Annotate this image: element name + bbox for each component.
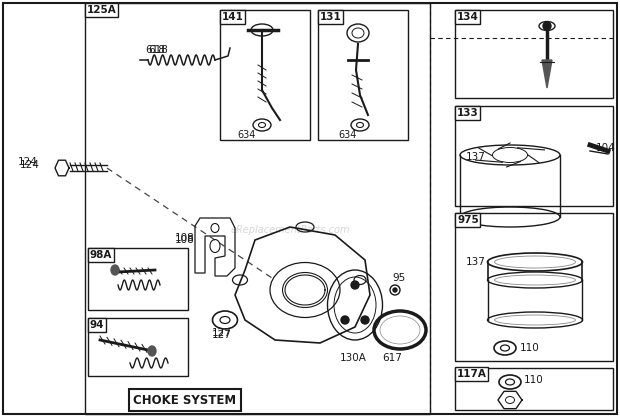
Text: 108: 108 [175, 235, 195, 245]
Text: 108: 108 [175, 233, 195, 243]
Text: 124: 124 [18, 157, 38, 167]
Text: 137: 137 [466, 152, 486, 162]
Circle shape [351, 281, 359, 289]
Text: eReplacementParts.com: eReplacementParts.com [230, 225, 350, 235]
Text: 131: 131 [320, 12, 342, 22]
Text: 117A: 117A [457, 369, 487, 379]
Text: 618: 618 [148, 45, 168, 55]
Circle shape [393, 288, 397, 292]
Text: 141: 141 [222, 12, 244, 22]
Bar [455, 10, 613, 98]
Circle shape [341, 316, 349, 324]
Text: 134: 134 [457, 12, 479, 22]
Polygon shape [542, 60, 552, 88]
Ellipse shape [111, 265, 119, 275]
Circle shape [361, 316, 369, 324]
Text: 127: 127 [212, 328, 232, 338]
Text: 110: 110 [520, 343, 540, 353]
Text: 98A: 98A [90, 250, 112, 260]
Text: 617: 617 [382, 353, 402, 363]
Bar [220, 10, 310, 140]
Ellipse shape [148, 346, 156, 356]
Bar [455, 368, 613, 410]
Text: 634: 634 [237, 130, 255, 140]
Text: 137: 137 [466, 257, 486, 267]
Bar [318, 10, 408, 140]
Text: 975: 975 [457, 215, 479, 225]
Text: 95: 95 [392, 273, 405, 283]
Text: 618: 618 [145, 45, 165, 55]
Text: 104: 104 [596, 143, 616, 153]
Bar [85, 3, 430, 414]
Bar [455, 213, 613, 361]
Bar [88, 248, 188, 310]
Text: 133: 133 [457, 108, 479, 118]
Text: 125A: 125A [87, 5, 117, 15]
Text: 110: 110 [524, 375, 544, 385]
Text: 127: 127 [212, 330, 232, 340]
Text: CHOKE SYSTEM: CHOKE SYSTEM [133, 394, 237, 407]
Bar [88, 318, 188, 376]
Text: 634: 634 [338, 130, 356, 140]
Bar [455, 106, 613, 206]
Text: 94: 94 [90, 320, 105, 330]
Text: 124: 124 [20, 160, 40, 170]
Text: 130A: 130A [340, 353, 367, 363]
Circle shape [543, 22, 551, 30]
